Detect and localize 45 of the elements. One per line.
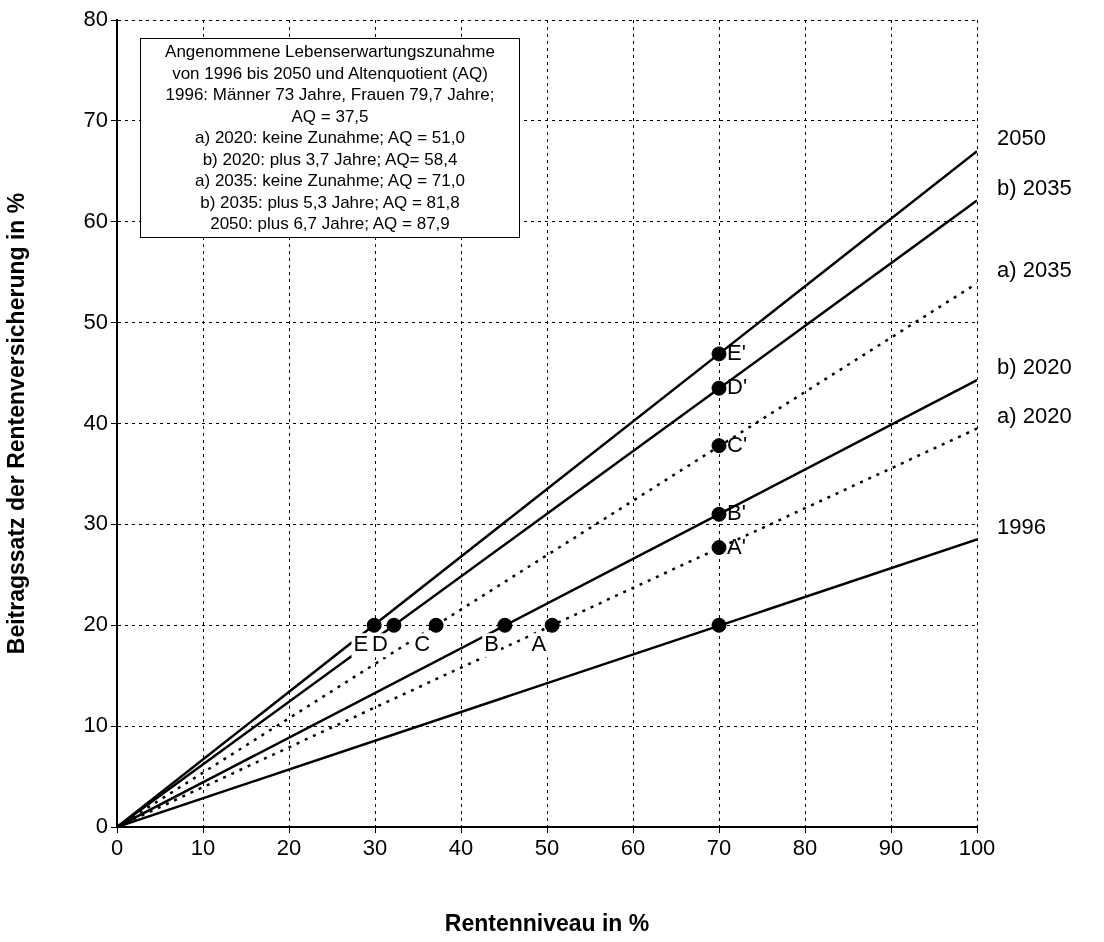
annotation: A — [531, 631, 547, 657]
x-tick-label: 0 — [110, 835, 124, 861]
series-label: 2050 — [997, 125, 1046, 151]
series-label: a) 2020 — [997, 402, 1072, 428]
series-label: b) 2020 — [997, 354, 1072, 380]
x-tick-label: 100 — [958, 835, 996, 861]
annotation: E — [353, 631, 369, 657]
annotation: Angenommene Lebenserwartungszunahme — [164, 41, 496, 63]
x-tick-label: 60 — [620, 835, 646, 861]
x-tick-label: 10 — [190, 835, 216, 861]
y-tick-label: 20 — [83, 611, 108, 637]
annotation: D — [372, 631, 388, 657]
y-tick-label: 30 — [83, 510, 108, 536]
series-label: b) 2035 — [997, 174, 1072, 200]
series-label: 1996 — [997, 513, 1046, 539]
y-tick-label: 50 — [83, 308, 108, 334]
annotation: C — [414, 631, 431, 657]
annotation: a) 2035: keine Zunahme; AQ = 71,0 — [194, 170, 466, 192]
x-tick-label: 20 — [276, 835, 302, 861]
x-tick-label: 90 — [878, 835, 904, 861]
annotation: 1996: Männer 73 Jahre, Frauen 79,7 Jahre; — [164, 84, 496, 106]
annotation: E' — [727, 339, 746, 365]
y-axis-title: Beitragssatz der Rentenversicherung in % — [3, 192, 30, 655]
x-tick-label: 30 — [362, 835, 388, 861]
annotation: b) 2035: plus 5,3 Jahre; AQ = 81,8 — [199, 191, 461, 213]
y-tick-label: 10 — [83, 712, 108, 738]
y-tick-label: 70 — [83, 106, 108, 132]
annotation: AQ = 37,5 — [290, 105, 370, 127]
annotation: C' — [727, 431, 748, 457]
y-tick-label: 60 — [83, 207, 108, 233]
x-tick-label: 50 — [534, 835, 560, 861]
y-tick-label: 0 — [95, 813, 108, 839]
annotation: a) 2020: keine Zunahme; AQ = 51,0 — [194, 127, 466, 149]
annotation: 2050: plus 6,7 Jahre; AQ = 87,9 — [209, 213, 451, 235]
x-tick-label: 80 — [792, 835, 818, 861]
x-tick-label: 40 — [448, 835, 474, 861]
series-label: a) 2035 — [997, 257, 1072, 283]
annotation: b) 2020: plus 3,7 Jahre; AQ= 58,4 — [201, 148, 459, 170]
x-tick-label: 70 — [706, 835, 732, 861]
x-axis-title: Rentenniveau in % — [444, 909, 650, 936]
y-tick-label: 80 — [83, 6, 108, 32]
annotation: B — [484, 631, 499, 657]
annotation: A' — [727, 533, 746, 559]
y-tick-label: 40 — [83, 409, 108, 435]
annotation: von 1996 bis 2050 und Altenquotient (AQ) — [171, 62, 489, 84]
